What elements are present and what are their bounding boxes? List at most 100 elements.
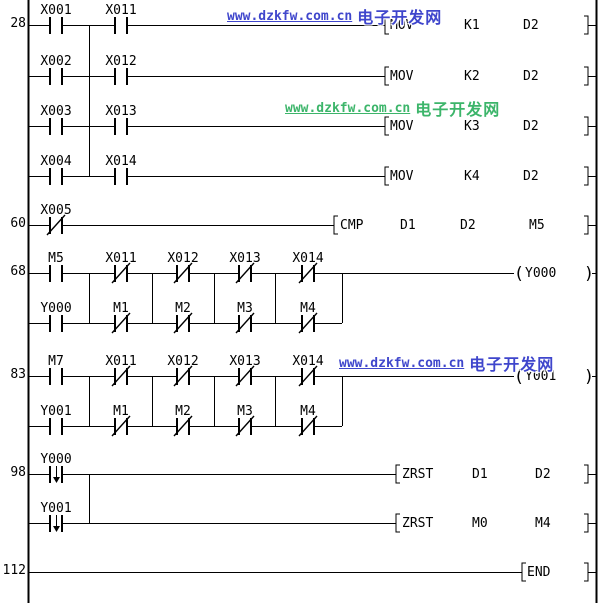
contact-label: Y001 bbox=[40, 404, 71, 419]
nc-slash-icon bbox=[111, 262, 131, 284]
contact-bar bbox=[61, 466, 63, 483]
instruction-open-bracket bbox=[384, 15, 389, 35]
nc-contact-icon bbox=[114, 418, 116, 435]
no-contact-icon bbox=[49, 418, 51, 435]
contact-bar bbox=[126, 368, 128, 385]
no-contact-icon bbox=[49, 368, 51, 385]
contact-bar bbox=[250, 418, 252, 435]
watermark: www.dzkfw.com.cn 电子开发网 bbox=[339, 351, 554, 375]
no-contact-icon bbox=[114, 168, 116, 185]
nc-slash-icon bbox=[111, 312, 131, 334]
instruction-operand: K1 bbox=[464, 18, 480, 33]
contact-label: X012 bbox=[167, 251, 198, 266]
contact-label: X014 bbox=[292, 354, 323, 369]
coil-label: Y000 bbox=[525, 266, 556, 281]
instruction-open-bracket bbox=[384, 116, 389, 136]
no-contact-icon bbox=[49, 68, 51, 85]
nc-slash-icon bbox=[235, 415, 255, 437]
contact-label: X012 bbox=[167, 354, 198, 369]
contact-label: X004 bbox=[40, 154, 71, 169]
instruction-operand: D2 bbox=[460, 218, 476, 233]
nc-contact-icon bbox=[301, 265, 303, 282]
nc-slash-icon bbox=[298, 415, 318, 437]
contact-bar bbox=[313, 265, 315, 282]
instruction-close-bracket bbox=[584, 215, 589, 235]
no-contact-icon bbox=[49, 265, 51, 282]
instruction-operand: D2 bbox=[523, 18, 539, 33]
instruction-operand: D2 bbox=[535, 467, 551, 482]
no-contact-icon bbox=[49, 118, 51, 135]
instruction-name: MOV bbox=[390, 18, 414, 33]
contact-label: X011 bbox=[105, 3, 136, 18]
nc-contact-icon bbox=[238, 265, 240, 282]
no-contact-icon bbox=[49, 168, 51, 185]
watermark: www.dzkfw.com.cn 电子开发网 bbox=[227, 4, 442, 28]
contact-gap bbox=[51, 320, 61, 327]
contact-bar bbox=[188, 315, 190, 332]
no-contact-icon bbox=[114, 17, 116, 34]
contact-bar bbox=[61, 168, 63, 185]
falling-edge-contact-icon bbox=[49, 515, 51, 532]
nc-contact-icon bbox=[114, 368, 116, 385]
contact-bar bbox=[61, 315, 63, 332]
nc-contact-icon bbox=[301, 368, 303, 385]
contact-bar bbox=[126, 265, 128, 282]
contact-bar bbox=[126, 418, 128, 435]
rung-number: 28 bbox=[10, 16, 26, 31]
contact-bar bbox=[188, 418, 190, 435]
contact-label: Y001 bbox=[40, 501, 71, 516]
instruction-operand: K3 bbox=[464, 119, 480, 134]
nc-slash-icon bbox=[111, 415, 131, 437]
contact-label: X013 bbox=[105, 104, 136, 119]
contact-label: X011 bbox=[105, 251, 136, 266]
contact-label: M1 bbox=[113, 301, 129, 316]
contact-gap bbox=[116, 73, 126, 80]
instruction-operand: K2 bbox=[464, 69, 480, 84]
instruction-open-bracket bbox=[384, 66, 389, 86]
instruction-name: MOV bbox=[390, 169, 414, 184]
watermark-site-name-text: 电子开发网 bbox=[415, 100, 501, 119]
instruction-name: MOV bbox=[390, 69, 414, 84]
nc-slash-icon bbox=[173, 312, 193, 334]
coil-close-paren: ) bbox=[584, 264, 594, 284]
nc-slash-icon bbox=[235, 365, 255, 387]
contact-label: X002 bbox=[40, 54, 71, 69]
contact-label: M7 bbox=[48, 354, 64, 369]
instruction-name: MOV bbox=[390, 119, 414, 134]
contact-bar bbox=[250, 315, 252, 332]
nc-slash-icon bbox=[235, 312, 255, 334]
rung-number: 68 bbox=[10, 264, 26, 279]
contact-gap bbox=[51, 373, 61, 380]
nc-contact-icon bbox=[238, 368, 240, 385]
rung-number: 83 bbox=[10, 367, 26, 382]
contact-gap bbox=[51, 270, 61, 277]
contact-label: X013 bbox=[229, 354, 260, 369]
contact-bar bbox=[126, 68, 128, 85]
contact-bar bbox=[126, 315, 128, 332]
nc-slash-icon bbox=[235, 262, 255, 284]
contact-label: Y000 bbox=[40, 452, 71, 467]
contact-label: Y000 bbox=[40, 301, 71, 316]
watermark-site-name-text: 电子开发网 bbox=[357, 8, 443, 27]
nc-slash-icon bbox=[111, 365, 131, 387]
coil-open-paren: ( bbox=[514, 264, 524, 284]
instruction-name: CMP bbox=[340, 218, 364, 233]
contact-label: M1 bbox=[113, 404, 129, 419]
contact-gap bbox=[116, 173, 126, 180]
nc-contact-icon bbox=[114, 315, 116, 332]
contact-label: X014 bbox=[105, 154, 136, 169]
instruction-operand: K4 bbox=[464, 169, 480, 184]
instruction-operand: D2 bbox=[523, 119, 539, 134]
contact-bar bbox=[61, 368, 63, 385]
contact-bar bbox=[61, 68, 63, 85]
nc-contact-icon bbox=[176, 265, 178, 282]
instruction-close-bracket bbox=[584, 15, 589, 35]
falling-arrow-head-icon bbox=[53, 526, 60, 532]
instruction-close-bracket bbox=[584, 513, 589, 533]
contact-label: X005 bbox=[40, 203, 71, 218]
nc-contact-icon bbox=[176, 418, 178, 435]
coil-close-paren: ) bbox=[584, 367, 594, 387]
nc-slash-icon bbox=[298, 365, 318, 387]
contact-bar bbox=[188, 368, 190, 385]
